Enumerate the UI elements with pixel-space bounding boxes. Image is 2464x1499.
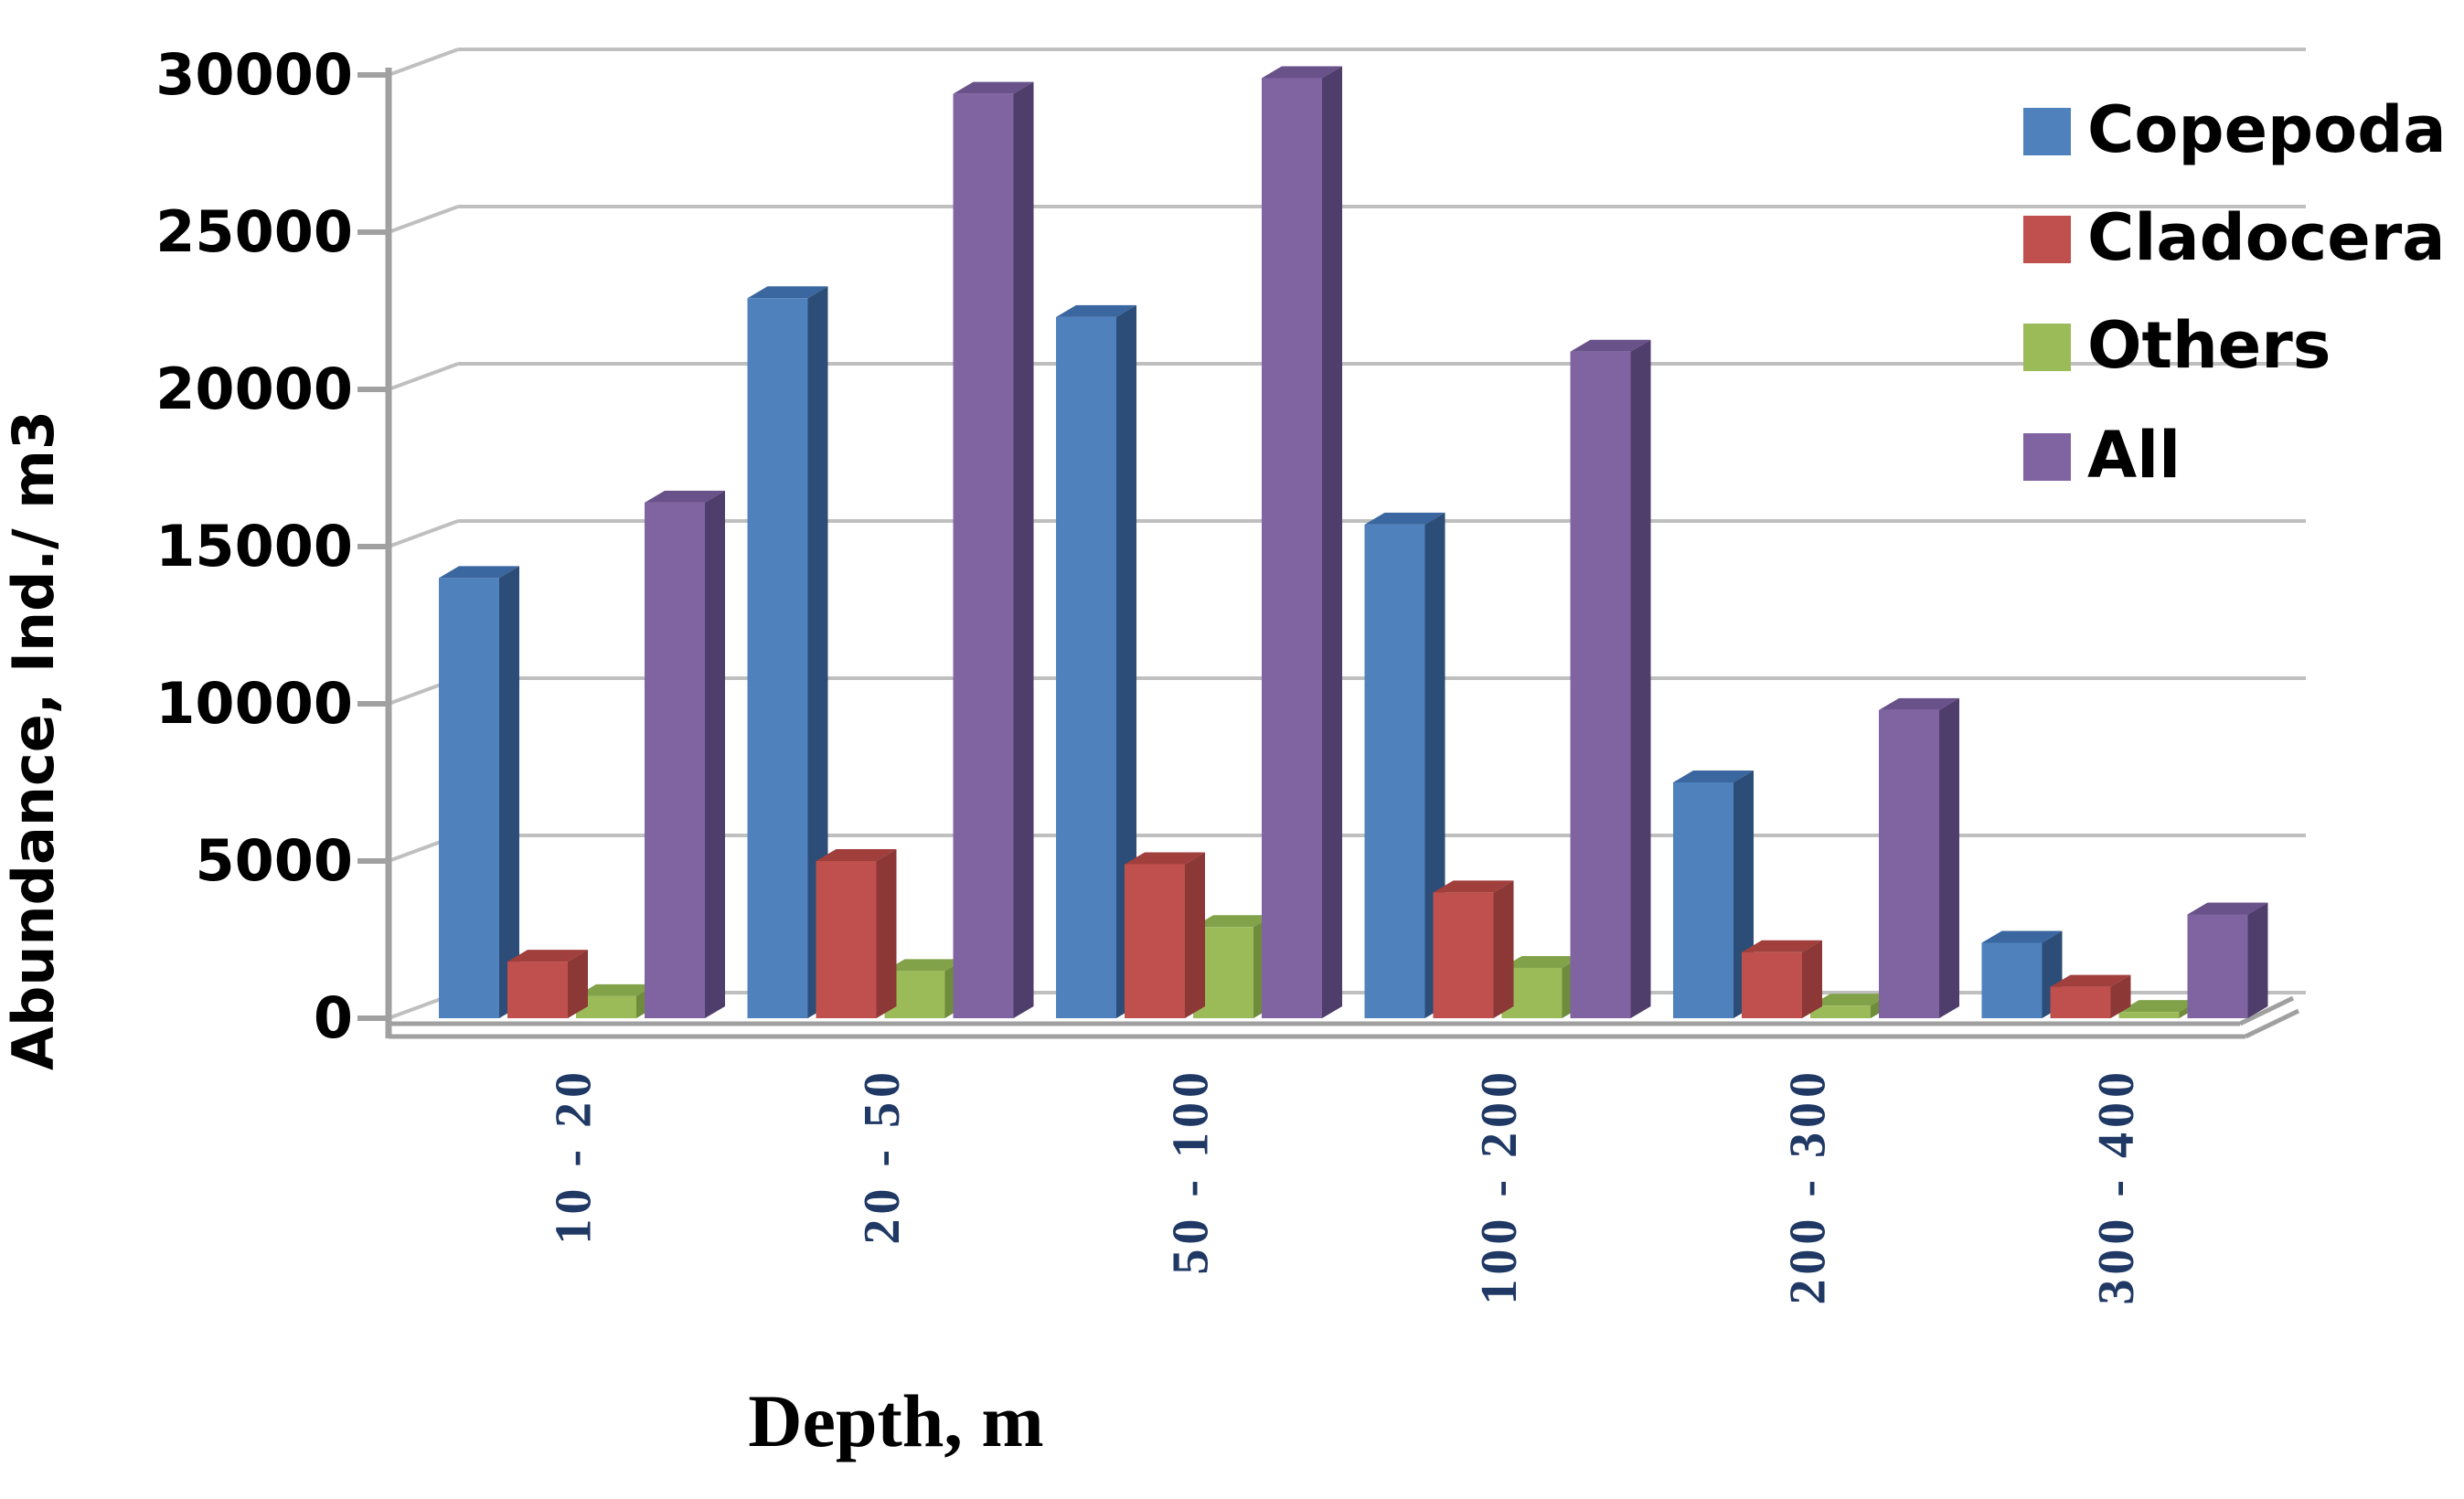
bar-others-200-300-top — [1810, 994, 1891, 1006]
bar-copepoda-300-400 — [1981, 942, 2043, 1018]
bar-cladocera-50-100 — [1125, 864, 1185, 1018]
bar-copepoda-50-100-top — [1056, 304, 1136, 317]
bar-all-50-100 — [1262, 78, 1322, 1019]
y-tick-label: 10000 — [155, 670, 353, 737]
legend-item-cladocera: Cladocera — [2023, 200, 2446, 275]
bar-all-200-300-top — [1879, 697, 1959, 710]
bar-all-100-200 — [1570, 351, 1631, 1019]
bar-copepoda-20-50-side — [807, 286, 828, 1018]
bar-cladocera-100-200 — [1433, 892, 1494, 1018]
bar-others-50-100-top — [1193, 915, 1274, 928]
bar-cladocera-10-20 — [507, 962, 568, 1018]
bar-all-300-400-top — [2187, 902, 2268, 915]
bar-all-200-300 — [1879, 709, 1939, 1018]
bar-all-10-20 — [645, 502, 705, 1018]
bar-copepoda-100-200 — [1364, 524, 1425, 1018]
x-tick-label: 200 - 300 — [1780, 1068, 1837, 1305]
legend-label-others: Others — [2087, 308, 2331, 383]
legend-item-copepoda: Copepoda — [2023, 92, 2447, 167]
bar-cladocera-200-300-top — [1742, 940, 1822, 952]
bar-all-10-20-top — [645, 490, 725, 503]
bar-copepoda-200-300 — [1673, 782, 1733, 1018]
y-axis-title: Abundance, Ind./ m3 — [0, 410, 67, 1070]
bar-copepoda-10-20 — [439, 578, 499, 1018]
legend: Copepoda Cladocera Others All — [2023, 92, 2447, 493]
floor-right-edge — [2238, 995, 2295, 1026]
x-axis-title: Depth, m — [748, 1379, 1043, 1462]
bar-copepoda-300-400-top — [1981, 930, 2063, 943]
y-tick-label: 0 — [314, 984, 353, 1051]
bar-cladocera-100-200-top — [1433, 880, 1514, 893]
bar-all-20-50-side — [1013, 81, 1034, 1018]
bar-cladocera-200-300 — [1742, 951, 1802, 1018]
bar-cladocera-10-20-side — [568, 950, 588, 1018]
bar-cladocera-20-50-side — [876, 849, 897, 1018]
bar-cladocera-200-300-side — [1802, 940, 1822, 1018]
legend-label-copepoda: Copepoda — [2087, 92, 2447, 167]
bar-all-300-400 — [2187, 914, 2248, 1018]
bar-all-200-300-side — [1939, 697, 1959, 1018]
legend-swatch-copepoda — [2023, 108, 2071, 155]
bar-all-300-400-side — [2247, 902, 2268, 1018]
bar-all-50-100-side — [1322, 66, 1342, 1019]
bar-cladocera-300-400 — [2050, 986, 2111, 1018]
bar-cladocera-300-400-top — [2050, 974, 2131, 987]
bar-others-10-20-top — [576, 983, 656, 996]
bar-cladocera-50-100-top — [1125, 852, 1205, 865]
y-tick-label: 30000 — [155, 41, 353, 108]
grid-connector — [388, 519, 459, 548]
bar-all-20-50 — [953, 93, 1014, 1018]
bar-others-200-300 — [1810, 1005, 1871, 1018]
bar-cladocera-50-100-side — [1185, 852, 1205, 1018]
grid-connector — [388, 48, 459, 77]
bar-copepoda-20-50 — [747, 298, 808, 1018]
grid-connector — [388, 362, 459, 391]
bar-copepoda-10-20-top — [439, 566, 519, 579]
legend-swatch-others — [2023, 324, 2071, 371]
bar-copepoda-100-200-top — [1364, 512, 1445, 525]
y-tick-label: 20000 — [155, 356, 353, 422]
bar-cladocera-20-50-top — [816, 849, 897, 861]
bar-copepoda-200-300-top — [1673, 771, 1754, 782]
legend-item-others: Others — [2023, 308, 2331, 383]
x-tick-label: 50 - 100 — [1163, 1068, 1220, 1275]
legend-item-all: All — [2023, 418, 2181, 493]
bar-copepoda-20-50-top — [747, 286, 828, 299]
x-tick-label: 20 - 50 — [854, 1068, 911, 1245]
bar-copepoda-50-100 — [1056, 316, 1116, 1018]
bar-cladocera-300-400-side — [2110, 974, 2131, 1018]
bar-cladocera-100-200-side — [1493, 880, 1514, 1018]
bar-all-50-100-top — [1262, 66, 1342, 79]
y-tick-label: 25000 — [155, 198, 353, 265]
bar-others-300-400 — [2118, 1012, 2180, 1018]
y-tick-label: 5000 — [195, 827, 353, 894]
legend-label-all: All — [2087, 418, 2181, 493]
legend-label-cladocera: Cladocera — [2087, 200, 2446, 275]
bar-others-100-200-top — [1501, 955, 1583, 968]
x-axis-right-slant — [2244, 1008, 2300, 1039]
bar-copepoda-50-100-side — [1116, 304, 1136, 1018]
bar-all-20-50-top — [953, 81, 1034, 94]
x-tick-label: 100 - 200 — [1471, 1068, 1528, 1305]
bar-cladocera-20-50 — [816, 861, 877, 1018]
legend-swatch-all — [2023, 433, 2071, 481]
bar-cladocera-10-20-top — [507, 950, 588, 962]
grid-connector — [388, 205, 459, 234]
x-tick-label: 10 - 20 — [546, 1068, 603, 1245]
bar-others-20-50-top — [884, 959, 965, 972]
bar-all-10-20-side — [705, 490, 725, 1018]
bar-others-300-400-top — [2118, 1000, 2200, 1013]
y-tick-label: 15000 — [155, 513, 353, 579]
bar-all-100-200-side — [1630, 339, 1651, 1019]
plot-area: 0 5000 10000 15000 20000 25000 30000 10 - 20 20 … — [155, 41, 2306, 1305]
bar-copepoda-10-20-side — [499, 566, 519, 1018]
legend-swatch-cladocera — [2023, 216, 2071, 263]
bar-all-100-200-top — [1570, 339, 1651, 352]
x-tick-label: 300 - 400 — [2088, 1068, 2145, 1305]
